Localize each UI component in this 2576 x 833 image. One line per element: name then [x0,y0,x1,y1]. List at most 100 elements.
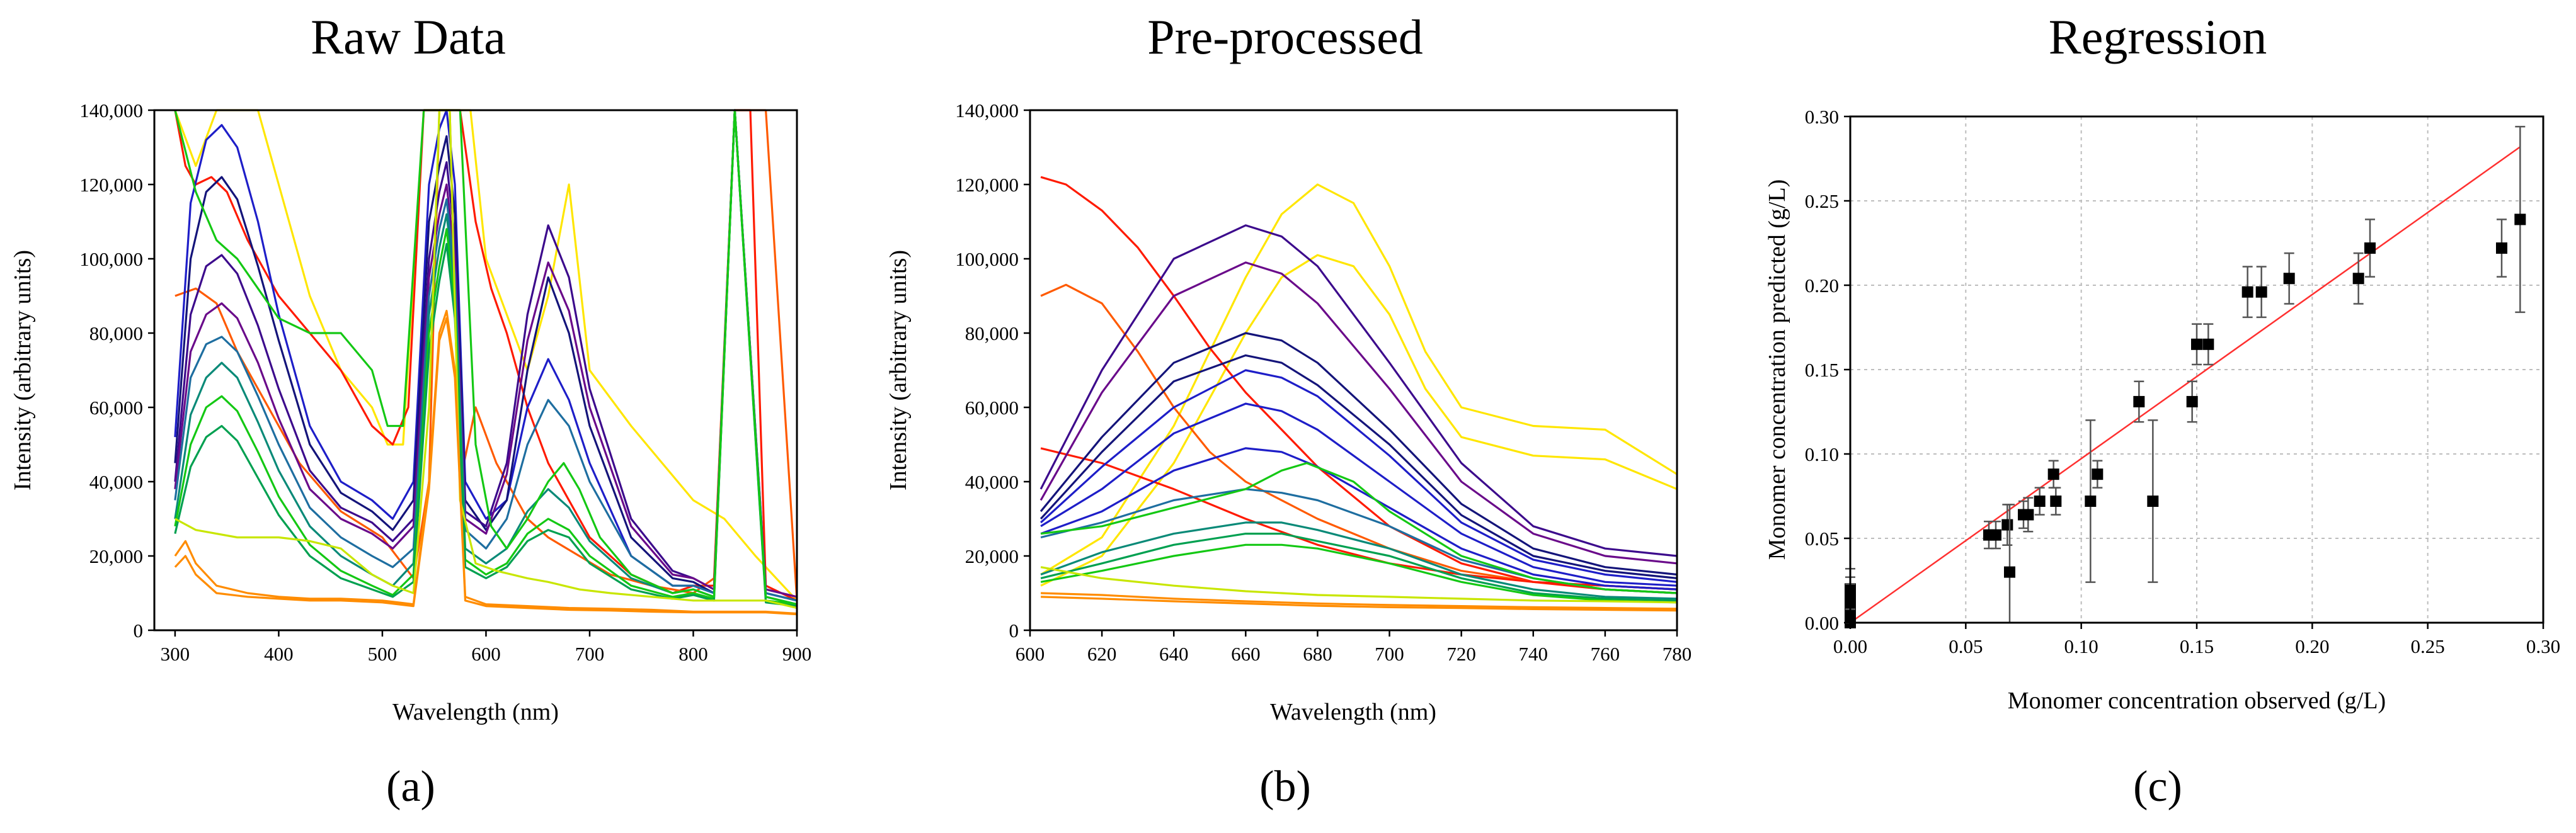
series-line-p20 [1041,596,1678,612]
panel-b-frame [1029,109,1678,632]
panel-b-ticks: 600 620 640 660 680 700 720 740 760 780 0 20,000 40,… [955,99,1692,665]
panel-a-ticks: 300 400 500 600 700 800 900 0 20,000 40,000 60,000… [79,99,811,665]
series-line-p10 [1040,369,1678,583]
x-tick-label: 740 [1519,643,1548,665]
data-point [2085,496,2097,507]
x-tick-label: 660 [1231,643,1261,665]
panel-c-title: Regression [2049,9,2267,64]
panel-c-ticks: 0.00 0.05 0.10 0.15 0.20 0.25 0.30 0.00 0.05 0.10… [1805,106,2560,657]
x-tick-label: 0.20 [2295,635,2329,657]
regression-fit-line [1850,146,2521,624]
series-line-p15 [1040,521,1678,600]
series-line-p9 [1039,354,1678,579]
data-point [2202,338,2214,350]
panel-a-ylabel: Intensity (arbitrary units) [9,250,36,490]
y-tick-label: 120,000 [955,174,1019,196]
series-line-p12 [1040,447,1678,591]
y-tick-label: 0.20 [1805,275,1839,297]
y-tick-label: 140,000 [955,99,1019,122]
x-tick-label: 500 [368,643,398,665]
panel-c-grid [1850,116,2543,623]
series-line-p7 [1039,261,1678,565]
panel-a-xlabel: Wavelength (nm) [392,699,559,725]
data-point [2001,519,2013,531]
data-point [2283,273,2295,285]
y-tick-label: 0.00 [1805,612,1839,634]
y-tick-label: 0 [134,620,144,642]
x-tick-label: 760 [1591,643,1620,665]
x-tick-label: 640 [1159,643,1189,665]
y-tick-label: 0.10 [1805,443,1839,465]
series-line-p19 [1041,592,1678,610]
data-point [2034,496,2046,507]
y-tick-label: 140,000 [79,99,143,122]
x-tick-label: 600 [471,643,501,665]
x-tick-label: 0.05 [1949,635,1983,657]
panel-a-frame [153,109,798,632]
y-tick-label: 0.05 [1805,528,1839,550]
x-tick-label: 620 [1087,643,1117,665]
data-point [2364,242,2376,254]
series-line-p11 [1040,402,1678,587]
y-tick-label: 40,000 [89,471,143,493]
series-line-s13 [175,109,798,609]
panel-b-xlabel: Wavelength (nm) [1270,699,1436,725]
series-line-p17 [1040,543,1678,604]
panel-b-ylabel: Intensity (arbitrary units) [885,250,912,490]
data-point [2092,468,2104,480]
series-line-s6 [174,109,798,598]
series-line-s15 [174,317,798,616]
x-tick-label: 0.00 [1833,635,1867,657]
data-point [2047,468,2059,480]
x-tick-label: 700 [1375,643,1404,665]
data-point [2147,496,2159,507]
y-tick-label: 0.15 [1805,359,1839,381]
data-point [2050,496,2062,507]
series-line-s10 [174,109,798,606]
x-tick-label: 0.25 [2411,635,2445,657]
y-tick-label: 20,000 [89,545,143,567]
y-tick-label: 40,000 [965,471,1019,493]
x-tick-label: 600 [1016,643,1045,665]
series-line-s14 [174,310,798,615]
x-tick-label: 300 [161,643,190,665]
data-point [2496,242,2507,254]
x-tick-label: 400 [264,643,294,665]
y-tick-label: 0 [1009,620,1019,642]
series-line-s7 [174,109,798,598]
y-tick-label: 60,000 [965,397,1019,419]
panel-a-letter: (a) [386,762,435,811]
y-tick-label: 80,000 [965,322,1019,344]
panel-a-curves [174,109,798,616]
panel-c-ylabel: Monomer concentration predicted (g/L) [1764,179,1790,560]
series-line-p1 [1040,183,1678,575]
y-tick-label: 100,000 [955,248,1019,270]
panel-b-curves [1039,176,1678,612]
data-point [2514,213,2526,225]
data-point [2022,509,2034,521]
y-tick-label: 100,000 [79,248,143,270]
data-point [2004,566,2015,578]
panel-a-raw-data: Raw Data 300 400 500 600 700 800 900 0 20,000 40,… [9,9,811,811]
x-tick-label: 680 [1303,643,1332,665]
x-tick-label: 700 [575,643,605,665]
panel-c-letter: (c) [2133,762,2182,811]
panel-b-letter: (b) [1259,762,1311,811]
y-tick-label: 0.30 [1805,106,1839,128]
x-tick-label: 0.30 [2526,635,2560,657]
data-point [2241,286,2253,298]
panel-b-title: Pre-processed [1147,9,1423,64]
series-line-p18 [1040,566,1678,604]
y-tick-label: 120,000 [79,174,143,196]
series-line-p6 [1039,224,1678,557]
series-line-p5 [1040,447,1678,591]
x-tick-label: 780 [1663,643,1692,665]
y-tick-label: 80,000 [89,322,143,344]
y-tick-label: 20,000 [965,545,1019,567]
x-tick-label: 0.15 [2180,635,2214,657]
panel-a-title: Raw Data [311,9,506,64]
y-tick-label: 0.25 [1805,190,1839,212]
panel-b-preprocessed: Pre-processed 600 620 640 660 680 700 720 740 76… [885,9,1692,811]
data-point [2191,338,2202,350]
